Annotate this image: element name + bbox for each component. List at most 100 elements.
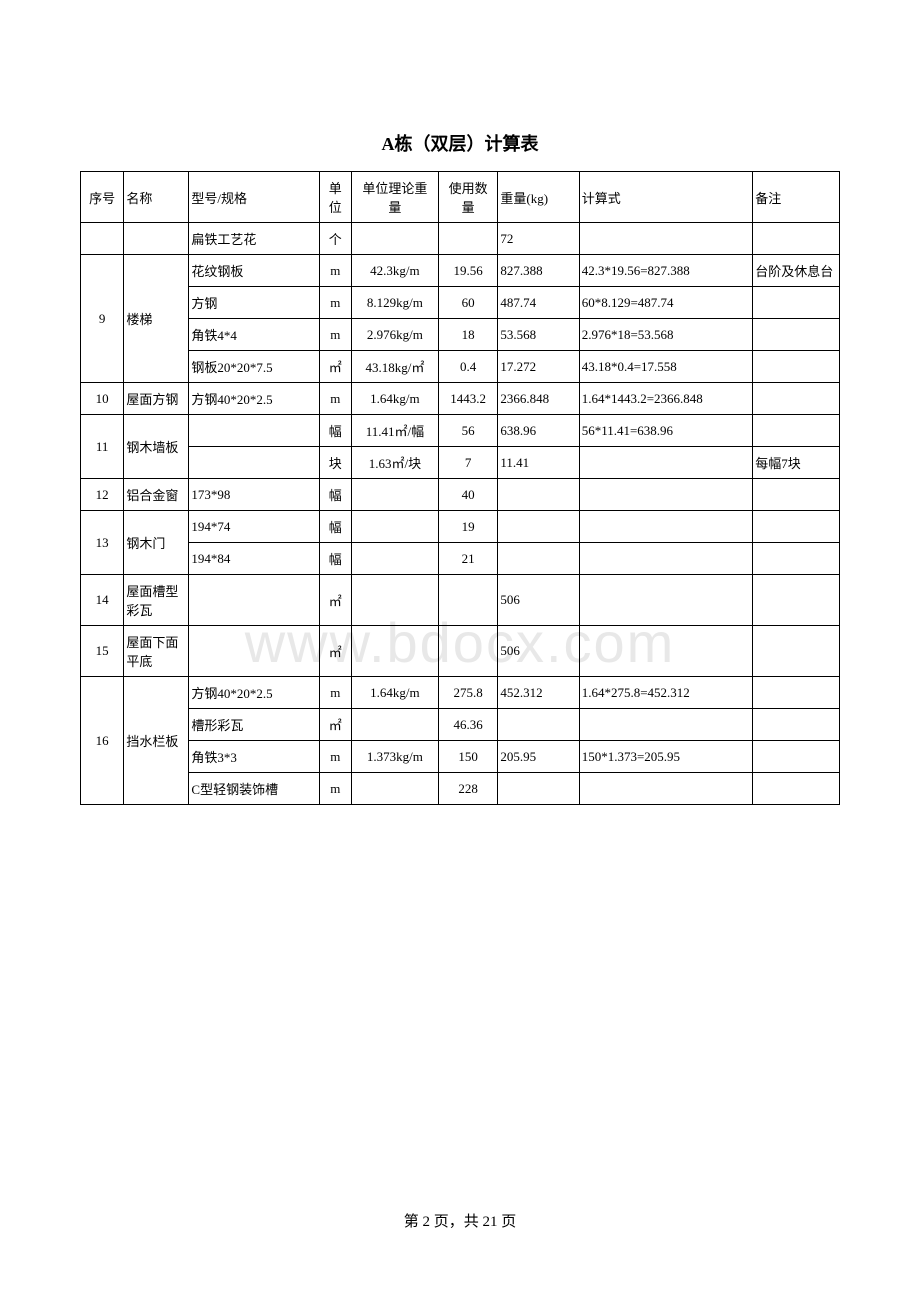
cell-spec: C型轻钢装饰槽 — [189, 773, 319, 805]
cell-seq: 11 — [81, 415, 124, 479]
table-row: C型轻钢装饰槽m 228 — [81, 773, 840, 805]
cell-qty: 46.36 — [438, 709, 498, 741]
cell-qty: 0.4 — [438, 351, 498, 383]
page-title: A栋（双层）计算表 — [0, 0, 920, 171]
table-row: 槽形彩瓦㎡ 46.36 — [81, 709, 840, 741]
cell-unit: m — [319, 319, 352, 351]
cell-seq: 12 — [81, 479, 124, 511]
cell-weight — [498, 479, 579, 511]
cell-weight — [498, 773, 579, 805]
cell-seq: 15 — [81, 626, 124, 677]
cell-qty: 1443.2 — [438, 383, 498, 415]
cell-unit: m — [319, 773, 352, 805]
cell-spec — [189, 447, 319, 479]
cell-remark: 台阶及休息台 — [753, 255, 840, 287]
cell-seq: 10 — [81, 383, 124, 415]
calculation-table: 序号 名称 型号/规格 单位 单位理论重量 使用数量 重量(kg) 计算式 备注… — [80, 171, 840, 805]
table-row: 194*84幅21 — [81, 543, 840, 575]
cell-formula — [579, 223, 752, 255]
header-seq: 序号 — [81, 172, 124, 223]
cell-unit: m — [319, 741, 352, 773]
cell-spec — [189, 575, 319, 626]
cell-seq: 16 — [81, 677, 124, 805]
page-footer: 第 2 页，共 21 页 — [0, 1210, 920, 1231]
cell-spec: 194*84 — [189, 543, 319, 575]
cell-unit-weight: 8.129kg/m — [352, 287, 439, 319]
cell-unit: ㎡ — [319, 626, 352, 677]
cell-unit-weight — [352, 773, 439, 805]
cell-seq: 14 — [81, 575, 124, 626]
cell-unit-weight — [352, 223, 439, 255]
cell-spec: 方钢40*20*2.5 — [189, 677, 319, 709]
cell-spec — [189, 415, 319, 447]
cell-qty: 56 — [438, 415, 498, 447]
table-row: 16挡水栏板方钢40*20*2.5m1.64kg/m275.8452.3121.… — [81, 677, 840, 709]
cell-qty: 60 — [438, 287, 498, 319]
cell-weight: 506 — [498, 575, 579, 626]
cell-name: 屋面方钢 — [124, 383, 189, 415]
header-formula: 计算式 — [579, 172, 752, 223]
table-row: 9楼梯花纹钢板m42.3kg/m19.56827.38842.3*19.56=8… — [81, 255, 840, 287]
cell-formula — [579, 447, 752, 479]
cell-formula — [579, 543, 752, 575]
cell-formula: 43.18*0.4=17.558 — [579, 351, 752, 383]
cell-formula — [579, 709, 752, 741]
cell-weight: 2366.848 — [498, 383, 579, 415]
cell-weight — [498, 709, 579, 741]
cell-weight: 827.388 — [498, 255, 579, 287]
cell-formula: 2.976*18=53.568 — [579, 319, 752, 351]
header-spec: 型号/规格 — [189, 172, 319, 223]
header-unit: 单位 — [319, 172, 352, 223]
cell-unit: 幅 — [319, 543, 352, 575]
cell-unit: 幅 — [319, 511, 352, 543]
cell-name: 钢木门 — [124, 511, 189, 575]
cell-remark — [753, 351, 840, 383]
cell-unit: m — [319, 287, 352, 319]
cell-spec: 角铁4*4 — [189, 319, 319, 351]
cell-name: 楼梯 — [124, 255, 189, 383]
table-row: 钢板20*20*7.5㎡43.18kg/㎡0.417.27243.18*0.4=… — [81, 351, 840, 383]
cell-unit: ㎡ — [319, 351, 352, 383]
table-row: 13钢木门194*74幅19 — [81, 511, 840, 543]
cell-formula: 60*8.129=487.74 — [579, 287, 752, 319]
cell-unit-weight: 2.976kg/m — [352, 319, 439, 351]
cell-unit-weight: 42.3kg/m — [352, 255, 439, 287]
cell-weight: 53.568 — [498, 319, 579, 351]
table-row: 角铁4*4m2.976kg/m1853.5682.976*18=53.568 — [81, 319, 840, 351]
cell-unit: 幅 — [319, 415, 352, 447]
cell-unit: ㎡ — [319, 709, 352, 741]
cell-qty: 19 — [438, 511, 498, 543]
cell-spec: 花纹钢板 — [189, 255, 319, 287]
cell-formula — [579, 479, 752, 511]
cell-name: 钢木墙板 — [124, 415, 189, 479]
cell-unit-weight: 43.18kg/㎡ — [352, 351, 439, 383]
cell-seq: 13 — [81, 511, 124, 575]
cell-unit: 块 — [319, 447, 352, 479]
cell-spec: 方钢 — [189, 287, 319, 319]
cell-weight: 487.74 — [498, 287, 579, 319]
cell-qty: 228 — [438, 773, 498, 805]
cell-name: 屋面下面平底 — [124, 626, 189, 677]
cell-qty: 40 — [438, 479, 498, 511]
table-row: 14屋面槽型彩瓦㎡506 — [81, 575, 840, 626]
cell-remark — [753, 511, 840, 543]
cell-remark — [753, 383, 840, 415]
header-name: 名称 — [124, 172, 189, 223]
table-row: 11钢木墙板幅11.41㎡/幅56638.9656*11.41=638.96 — [81, 415, 840, 447]
cell-unit: m — [319, 677, 352, 709]
cell-spec: 槽形彩瓦 — [189, 709, 319, 741]
cell-unit-weight — [352, 709, 439, 741]
cell-formula: 1.64*1443.2=2366.848 — [579, 383, 752, 415]
table-header-row: 序号 名称 型号/规格 单位 单位理论重量 使用数量 重量(kg) 计算式 备注 — [81, 172, 840, 223]
cell-qty — [438, 575, 498, 626]
cell-remark — [753, 677, 840, 709]
cell-qty — [438, 626, 498, 677]
cell-remark — [753, 741, 840, 773]
header-remark: 备注 — [753, 172, 840, 223]
cell-spec: 角铁3*3 — [189, 741, 319, 773]
cell-weight: 11.41 — [498, 447, 579, 479]
table-row: 15屋面下面平底㎡506 — [81, 626, 840, 677]
cell-remark — [753, 223, 840, 255]
cell-formula: 150*1.373=205.95 — [579, 741, 752, 773]
cell-remark: 每幅7块 — [753, 447, 840, 479]
